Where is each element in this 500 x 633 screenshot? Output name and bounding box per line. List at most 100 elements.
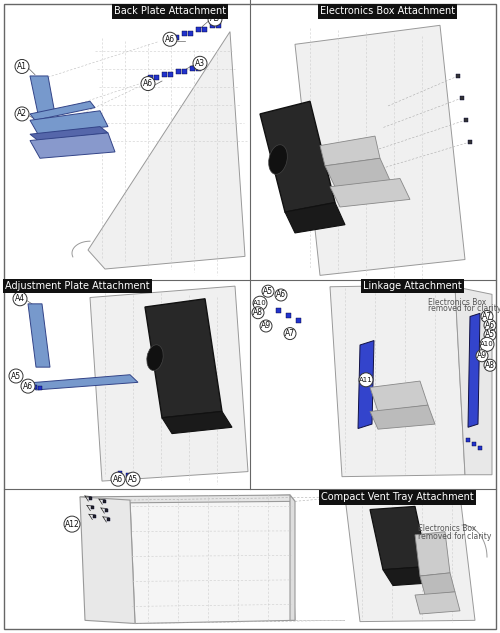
Bar xyxy=(196,66,200,71)
Polygon shape xyxy=(420,573,455,595)
Bar xyxy=(118,472,122,475)
Polygon shape xyxy=(30,111,108,134)
Polygon shape xyxy=(260,101,335,212)
Text: Electronics Box: Electronics Box xyxy=(428,298,486,306)
Bar xyxy=(148,75,152,80)
Polygon shape xyxy=(358,341,374,429)
Circle shape xyxy=(193,56,207,70)
Bar xyxy=(168,35,172,41)
Polygon shape xyxy=(345,495,475,622)
Ellipse shape xyxy=(268,145,287,174)
Text: A6: A6 xyxy=(276,291,286,299)
Text: A8: A8 xyxy=(253,308,263,317)
Polygon shape xyxy=(28,375,138,390)
Circle shape xyxy=(260,320,272,332)
Polygon shape xyxy=(30,133,115,158)
Bar xyxy=(456,74,460,78)
Polygon shape xyxy=(330,285,465,477)
Bar xyxy=(168,72,172,77)
Polygon shape xyxy=(80,495,295,503)
Text: Electronics Box Attachment: Electronics Box Attachment xyxy=(320,6,455,16)
Circle shape xyxy=(484,360,496,371)
Polygon shape xyxy=(30,127,108,141)
Bar xyxy=(210,23,214,28)
Bar xyxy=(188,32,192,37)
Polygon shape xyxy=(320,136,380,166)
Circle shape xyxy=(9,369,23,383)
Circle shape xyxy=(480,337,494,351)
Circle shape xyxy=(111,472,125,486)
Polygon shape xyxy=(28,304,50,367)
Text: A6: A6 xyxy=(485,321,495,330)
Circle shape xyxy=(359,373,373,387)
Bar xyxy=(154,75,158,80)
Ellipse shape xyxy=(147,345,163,370)
Circle shape xyxy=(15,107,29,121)
Circle shape xyxy=(64,516,80,532)
Bar xyxy=(90,506,94,509)
Text: A12: A12 xyxy=(64,520,80,529)
Bar xyxy=(202,27,206,32)
Text: Compact Vent Tray Attachment: Compact Vent Tray Attachment xyxy=(321,492,474,503)
Text: A3: A3 xyxy=(210,15,220,23)
Circle shape xyxy=(481,311,493,322)
Polygon shape xyxy=(325,158,390,187)
Text: A2: A2 xyxy=(17,110,27,118)
Circle shape xyxy=(21,379,35,393)
Bar xyxy=(478,446,482,450)
Polygon shape xyxy=(145,299,222,418)
Bar xyxy=(466,438,470,442)
Bar xyxy=(182,32,186,37)
Bar xyxy=(468,140,472,144)
Text: A10: A10 xyxy=(253,300,267,306)
Text: A7: A7 xyxy=(482,312,492,321)
Circle shape xyxy=(484,329,496,341)
Text: A6: A6 xyxy=(23,382,33,391)
Text: A7: A7 xyxy=(285,329,295,338)
Circle shape xyxy=(126,472,140,486)
Bar xyxy=(182,69,186,73)
Text: A4: A4 xyxy=(15,294,25,303)
Text: A5: A5 xyxy=(485,330,495,339)
Circle shape xyxy=(13,292,27,306)
Bar xyxy=(464,118,468,122)
Bar xyxy=(126,473,130,477)
Bar xyxy=(176,69,180,73)
Polygon shape xyxy=(30,101,95,120)
Bar xyxy=(106,518,110,520)
Polygon shape xyxy=(415,592,460,614)
Circle shape xyxy=(476,350,488,361)
Text: A6: A6 xyxy=(143,79,153,88)
Text: A5: A5 xyxy=(128,475,138,484)
Circle shape xyxy=(15,60,29,73)
Polygon shape xyxy=(90,286,248,481)
Bar xyxy=(102,500,106,503)
Text: A3: A3 xyxy=(195,59,205,68)
Bar xyxy=(92,515,96,518)
Polygon shape xyxy=(162,411,232,434)
Polygon shape xyxy=(130,495,295,624)
Polygon shape xyxy=(415,532,450,576)
Polygon shape xyxy=(30,76,55,114)
Circle shape xyxy=(163,32,177,46)
Polygon shape xyxy=(468,313,480,427)
Text: A10: A10 xyxy=(480,341,494,348)
Polygon shape xyxy=(370,381,428,411)
Polygon shape xyxy=(383,567,438,586)
Text: A1: A1 xyxy=(17,62,27,71)
Text: Electronics Box: Electronics Box xyxy=(418,524,476,533)
Text: Back Plate Attachment: Back Plate Attachment xyxy=(114,6,226,16)
Polygon shape xyxy=(80,497,135,624)
Circle shape xyxy=(252,307,264,318)
Bar xyxy=(88,497,92,499)
Bar xyxy=(296,318,300,323)
Bar xyxy=(38,386,42,390)
Circle shape xyxy=(262,285,274,297)
Bar xyxy=(174,35,178,41)
Text: A5: A5 xyxy=(11,372,21,380)
Polygon shape xyxy=(290,495,295,620)
Circle shape xyxy=(208,12,222,26)
Circle shape xyxy=(141,77,155,91)
Text: A8: A8 xyxy=(485,361,495,370)
Text: A11: A11 xyxy=(359,377,373,383)
